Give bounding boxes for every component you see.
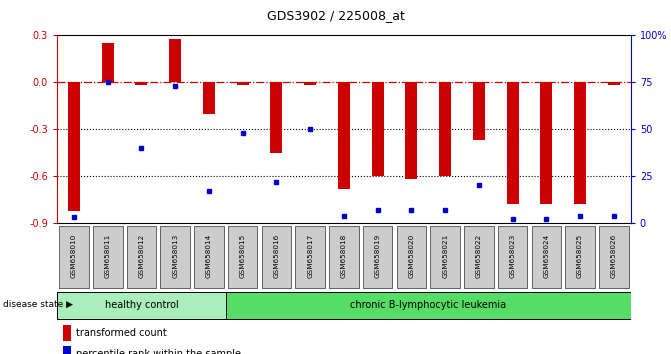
FancyBboxPatch shape — [430, 226, 460, 288]
FancyBboxPatch shape — [194, 226, 223, 288]
Text: GSM658022: GSM658022 — [476, 233, 482, 278]
Text: GSM658019: GSM658019 — [374, 233, 380, 278]
Text: GSM658025: GSM658025 — [577, 233, 583, 278]
FancyBboxPatch shape — [93, 226, 123, 288]
FancyBboxPatch shape — [565, 226, 595, 288]
Text: chronic B-lymphocytic leukemia: chronic B-lymphocytic leukemia — [350, 300, 507, 310]
Bar — [440, 82, 451, 176]
FancyBboxPatch shape — [225, 292, 631, 319]
Bar — [304, 82, 316, 85]
FancyBboxPatch shape — [329, 226, 359, 288]
FancyBboxPatch shape — [295, 226, 325, 288]
Bar — [169, 39, 181, 82]
Text: GSM658014: GSM658014 — [206, 233, 212, 278]
Bar — [608, 82, 620, 85]
FancyBboxPatch shape — [464, 226, 494, 288]
FancyBboxPatch shape — [127, 226, 156, 288]
Bar — [237, 82, 248, 85]
Bar — [338, 82, 350, 189]
FancyBboxPatch shape — [363, 226, 393, 288]
Bar — [68, 82, 80, 211]
Bar — [372, 82, 384, 176]
Bar — [136, 82, 148, 85]
Bar — [63, 346, 71, 354]
Text: transformed count: transformed count — [76, 328, 166, 338]
FancyBboxPatch shape — [160, 226, 190, 288]
Bar — [63, 325, 71, 341]
Bar — [574, 82, 586, 204]
Bar — [473, 82, 484, 140]
Text: GSM658016: GSM658016 — [273, 233, 279, 278]
Text: GSM658013: GSM658013 — [172, 233, 178, 278]
Text: GSM658024: GSM658024 — [544, 233, 550, 278]
Text: GDS3902 / 225008_at: GDS3902 / 225008_at — [266, 9, 405, 22]
Text: GSM658015: GSM658015 — [240, 233, 246, 278]
Text: healthy control: healthy control — [105, 300, 178, 310]
Text: GSM658010: GSM658010 — [71, 233, 77, 278]
FancyBboxPatch shape — [531, 226, 561, 288]
Bar — [405, 82, 417, 179]
Text: percentile rank within the sample: percentile rank within the sample — [76, 349, 241, 354]
FancyBboxPatch shape — [599, 226, 629, 288]
Text: GSM658020: GSM658020 — [409, 233, 415, 278]
Text: GSM658026: GSM658026 — [611, 233, 617, 278]
Text: GSM658021: GSM658021 — [442, 233, 448, 278]
Bar — [102, 43, 113, 82]
FancyBboxPatch shape — [397, 226, 426, 288]
Bar — [203, 82, 215, 114]
Text: GSM658023: GSM658023 — [509, 233, 515, 278]
FancyBboxPatch shape — [262, 226, 291, 288]
Text: GSM658011: GSM658011 — [105, 233, 111, 278]
Text: disease state ▶: disease state ▶ — [3, 300, 73, 309]
Text: GSM658018: GSM658018 — [341, 233, 347, 278]
Text: GSM658017: GSM658017 — [307, 233, 313, 278]
Bar — [540, 82, 552, 204]
FancyBboxPatch shape — [227, 226, 258, 288]
Bar — [507, 82, 519, 204]
Bar — [270, 82, 282, 153]
FancyBboxPatch shape — [57, 292, 225, 319]
FancyBboxPatch shape — [498, 226, 527, 288]
Text: GSM658012: GSM658012 — [138, 233, 144, 278]
FancyBboxPatch shape — [59, 226, 89, 288]
